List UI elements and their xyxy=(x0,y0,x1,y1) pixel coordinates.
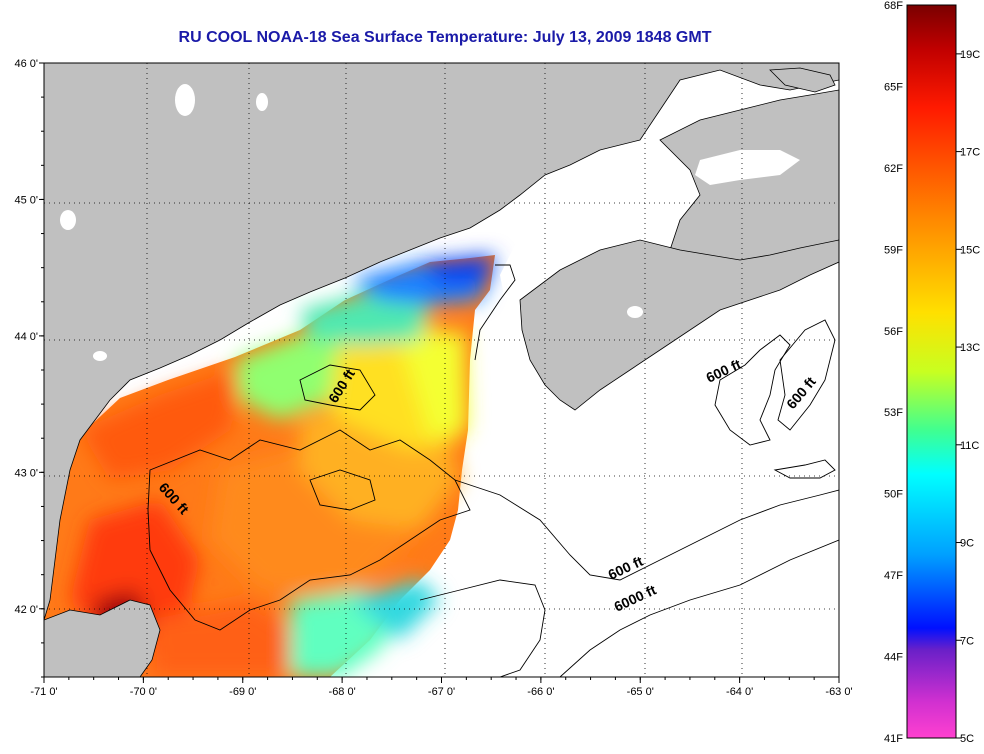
latitude-axis: 46 0' 45 0' 44 0' 43 0' 42 0' xyxy=(14,58,44,678)
colorbar-f-label: 41F xyxy=(884,733,903,745)
lon-tick-label: -70 0' xyxy=(130,686,157,698)
lon-tick-label: -65 0' xyxy=(627,686,654,698)
lon-tick-label: -69 0' xyxy=(229,686,256,698)
colorbar-f-label: 47F xyxy=(884,570,903,582)
colorbar-f-label: 44F xyxy=(884,652,903,664)
map-title: RU COOL NOAA-18 Sea Surface Temperature:… xyxy=(178,29,712,46)
colorbar-c-label: 15C xyxy=(960,244,980,256)
colorbar-f-label: 56F xyxy=(884,326,903,338)
colorbar-f-label: 62F xyxy=(884,163,903,175)
inland-water xyxy=(60,84,800,361)
colorbar-c-label: 5C xyxy=(960,733,974,745)
colorbar-celsius-labels: 19C 17C 15C 13C 11C 9C 7C 5C xyxy=(956,49,980,745)
colorbar: 68F 65F 62F 59F 56F 53F 50F 47F 44F 41F 19C 17C 15C… xyxy=(884,0,980,745)
depth-contours xyxy=(147,264,839,677)
lat-tick-label: 42 0' xyxy=(14,604,38,616)
lon-tick-label: -71 0' xyxy=(30,686,57,698)
colorbar-f-label: 65F xyxy=(884,81,903,93)
colorbar-gradient xyxy=(906,4,957,739)
colorbar-c-label: 17C xyxy=(960,147,980,159)
lat-tick-label: 46 0' xyxy=(14,58,38,70)
lat-tick-label: 43 0' xyxy=(14,467,38,479)
colorbar-c-label: 19C xyxy=(960,49,980,61)
landmass xyxy=(44,63,839,677)
colorbar-c-label: 9C xyxy=(960,538,974,550)
longitude-axis: -71 0' -70 0' -69 0' -68 0' -67 0' -66 0' -65 … xyxy=(30,677,853,698)
colorbar-c-label: 13C xyxy=(960,342,980,354)
colorbar-f-label: 68F xyxy=(884,0,903,12)
colorbar-f-label: 59F xyxy=(884,244,903,256)
colorbar-c-label: 7C xyxy=(960,635,974,647)
lon-tick-label: -66 0' xyxy=(527,686,554,698)
lat-tick-label: 44 0' xyxy=(14,331,38,343)
colorbar-fahrenheit-labels: 68F 65F 62F 59F 56F 53F 50F 47F 44F 41F xyxy=(884,0,903,745)
colorbar-f-label: 50F xyxy=(884,489,903,501)
lon-tick-label: -63 0' xyxy=(825,686,852,698)
lon-tick-label: -64 0' xyxy=(726,686,753,698)
lat-tick-label: 45 0' xyxy=(14,194,38,206)
lon-tick-label: -68 0' xyxy=(329,686,356,698)
lon-tick-label: -67 0' xyxy=(428,686,455,698)
colorbar-c-label: 11C xyxy=(960,440,979,452)
sst-field xyxy=(44,255,495,677)
colorbar-f-label: 53F xyxy=(884,407,903,419)
